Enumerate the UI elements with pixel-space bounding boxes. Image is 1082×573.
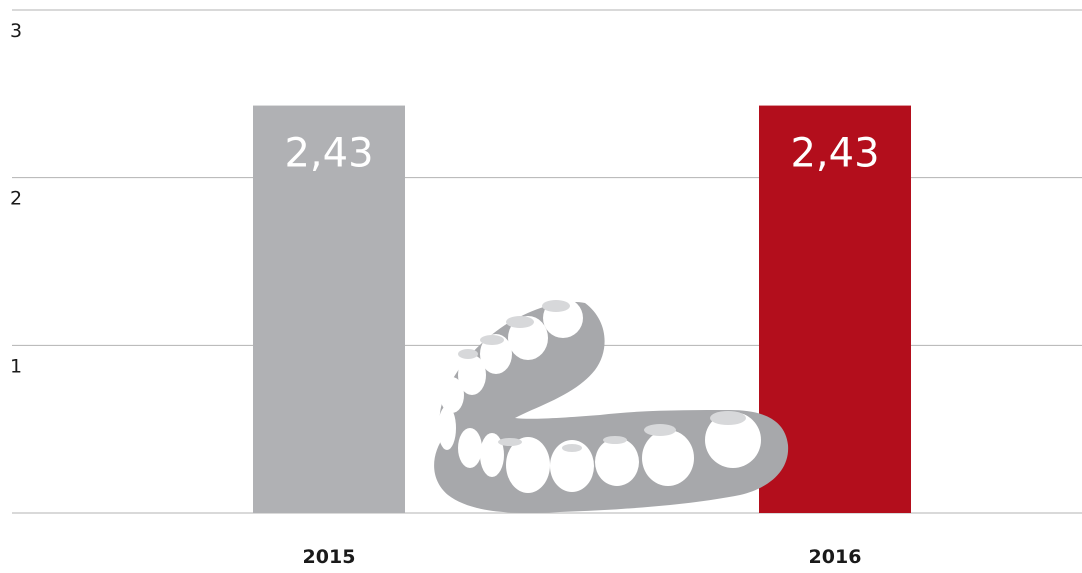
bar-2015 <box>253 105 405 513</box>
y-tick-label: 1 <box>10 355 22 377</box>
bar-value-label: 2,43 <box>284 131 373 177</box>
bar-value-label: 2,43 <box>790 131 879 177</box>
denture-icon <box>434 298 789 514</box>
y-tick-label: 2 <box>10 188 22 210</box>
label-layer: 2,43 2015 2,43 2016 <box>284 131 879 568</box>
y-tick-label: 3 <box>10 20 22 42</box>
x-tick-label: 2015 <box>303 546 356 568</box>
x-tick-label: 2016 <box>809 546 862 568</box>
bar-layer <box>253 105 911 513</box>
y-axis-ticks: 1 2 3 <box>10 20 22 377</box>
